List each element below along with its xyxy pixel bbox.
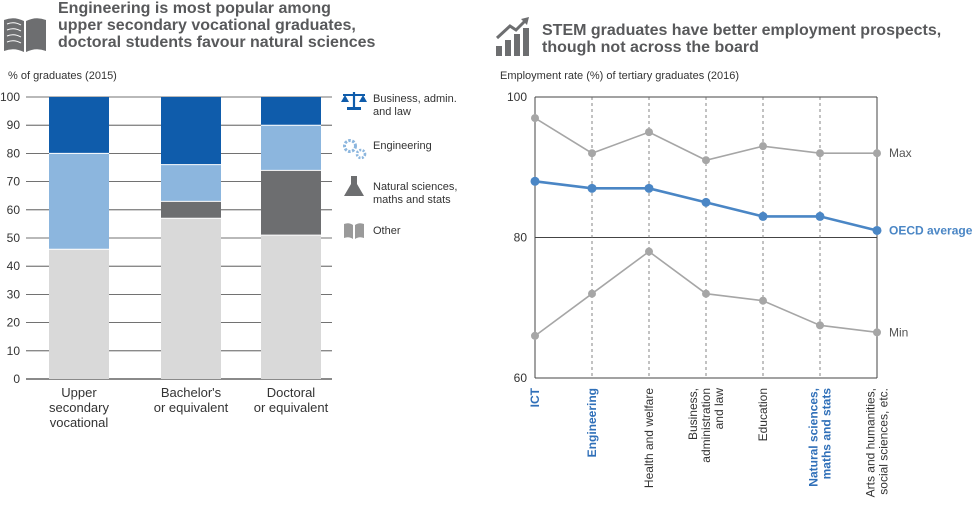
- x-category-label: social sciences, etc.: [877, 388, 891, 495]
- data-point-oecd: [701, 197, 711, 207]
- legend-label-other: Other: [373, 225, 401, 237]
- scales-base: [347, 107, 361, 110]
- x-category-label: secondary: [49, 400, 109, 415]
- bar-segment-business: [161, 97, 221, 165]
- legend-label-engineering: Engineering: [373, 140, 432, 152]
- bar-segment-other: [161, 218, 221, 379]
- book-page: [355, 223, 364, 239]
- data-point-max: [645, 128, 653, 137]
- series-label-min: Min: [889, 325, 908, 339]
- right-title-line: though not across the board: [542, 39, 759, 56]
- legend-label-natural: Natural sciences,: [373, 181, 457, 193]
- data-point-min: [759, 296, 767, 305]
- x-category-label: Engineering: [585, 388, 599, 457]
- bar-segment-engineering: [161, 164, 221, 202]
- legend-label-business: and law: [373, 106, 411, 118]
- y-tick-label: 40: [7, 259, 21, 273]
- x-category-label: Doctoral: [267, 385, 316, 400]
- bar-segment-engineering: [49, 153, 109, 250]
- y-tick-label: 90: [7, 118, 21, 132]
- data-point-max: [588, 149, 596, 158]
- data-point-min: [873, 328, 881, 337]
- left-title-line: Engineering is most popular among: [58, 0, 331, 17]
- y-tick-label: 80: [7, 146, 21, 160]
- gears-icon: [343, 139, 367, 160]
- series-label-oecd: OECD average: [889, 223, 973, 237]
- x-category-label: Natural sciences,: [807, 388, 821, 487]
- x-category-label: and law: [712, 388, 726, 430]
- x-category-label: ICT: [528, 387, 542, 407]
- book-header-icon: [2, 14, 48, 54]
- x-category-label: Education: [756, 388, 770, 441]
- gear: [343, 139, 357, 153]
- x-category-label: administration: [699, 388, 713, 463]
- book-page: [344, 223, 353, 239]
- data-point-oecd: [530, 176, 540, 186]
- data-point-max: [702, 156, 710, 165]
- x-category-label: Health and welfare: [642, 388, 656, 488]
- x-category-label: Business,: [686, 388, 700, 440]
- right-title-line: STEM graduates have better employment pr…: [542, 22, 942, 39]
- data-point-min: [531, 331, 539, 340]
- y-tick-label: 50: [7, 231, 21, 245]
- data-point-max: [759, 142, 767, 151]
- x-category-label: or equivalent: [254, 400, 329, 415]
- x-category-label: Arts and humanities,: [864, 388, 878, 497]
- data-point-oecd: [872, 225, 882, 235]
- y-tick-label: 60: [514, 371, 528, 385]
- scales-pan: [359, 95, 367, 102]
- data-point-oecd: [815, 211, 825, 221]
- y-tick-label: 20: [7, 316, 21, 330]
- data-point-max: [531, 114, 539, 123]
- open-book-icon: [344, 223, 364, 239]
- y-tick-label: 70: [7, 175, 21, 189]
- flask-shape: [344, 176, 364, 196]
- data-point-max: [816, 149, 824, 158]
- growth-bar-chart-icon: [494, 16, 534, 58]
- flask-icon: [344, 176, 364, 196]
- data-point-oecd: [587, 183, 597, 193]
- bar-segment-natural: [261, 170, 321, 236]
- right-chart-title: STEM graduates have better employment pr…: [542, 22, 941, 56]
- line-chart: 60 80 100 Max OECD average Min ICT Engineering H…: [507, 90, 973, 497]
- left-title-line: doctoral students favour natural science…: [58, 34, 376, 51]
- bar-segment-other: [261, 235, 321, 379]
- data-point-oecd: [758, 211, 768, 221]
- bar-segment-natural: [161, 201, 221, 219]
- gear: [355, 148, 367, 160]
- left-title-line: upper secondary vocational graduates,: [58, 17, 356, 34]
- y-tick-label: 60: [7, 203, 21, 217]
- bar-segment-engineering: [261, 125, 321, 171]
- left-chart-title: Engineering is most popular among upper …: [58, 0, 375, 51]
- y-tick-label: 10: [7, 344, 21, 358]
- data-point-max: [873, 149, 881, 158]
- y-tick-label: 30: [7, 287, 21, 301]
- data-point-oecd: [644, 183, 654, 193]
- x-category-label: Upper: [61, 385, 97, 400]
- data-point-min: [588, 289, 596, 298]
- data-point-min: [702, 289, 710, 298]
- left-y-axis-label: % of graduates (2015): [8, 70, 117, 82]
- y-tick-label: 100: [507, 90, 527, 104]
- data-point-min: [816, 321, 824, 330]
- bar-segment-business: [49, 97, 109, 154]
- scales-pan: [341, 95, 349, 102]
- y-tick-label: 80: [514, 231, 528, 245]
- x-category-label: vocational: [50, 415, 109, 430]
- series-label-max: Max: [889, 146, 912, 160]
- x-category-label: Bachelor's: [161, 385, 222, 400]
- legend-label-business: Business, admin.: [373, 93, 457, 105]
- x-category-label: maths and stats: [820, 388, 834, 480]
- data-point-min: [645, 247, 653, 256]
- right-y-axis-label: Employment rate (%) of tertiary graduate…: [500, 70, 740, 82]
- y-tick-label: 0: [13, 372, 20, 386]
- bar-segment-other: [49, 249, 109, 379]
- y-tick-label: 100: [0, 90, 20, 104]
- bar-segment-business: [261, 97, 321, 126]
- x-category-label: or equivalent: [154, 400, 229, 415]
- stacked-bar-chart: 0 10 20 30 40 50 60 70 80 90 100 Uppersecondaryvoca…: [0, 90, 457, 430]
- legend-label-natural: maths and stats: [373, 194, 451, 206]
- scales-icon: [341, 92, 367, 110]
